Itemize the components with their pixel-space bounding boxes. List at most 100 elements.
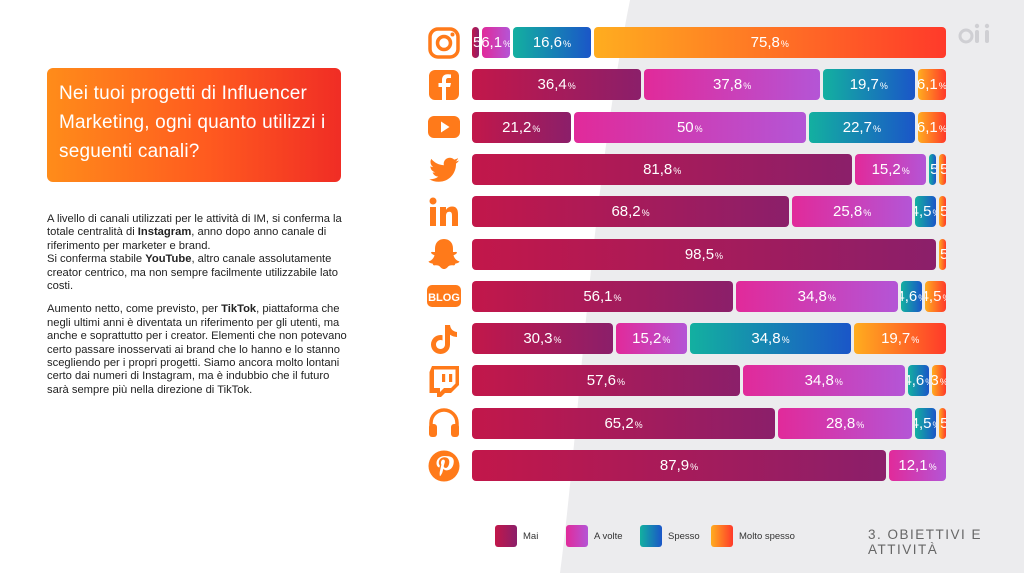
paragraph-1: A livello di canali utilizzati per le at…	[47, 213, 342, 293]
bar-youtube-spesso: 22,7%	[809, 111, 915, 143]
bar-twitch-a-volte: 34,8%	[742, 365, 905, 397]
bar-tiktok-spesso: 34,8%	[689, 323, 852, 355]
snapchat-icon	[426, 236, 462, 272]
data-label: 1,5%	[929, 160, 937, 178]
data-label: 15,2%	[871, 160, 910, 178]
bar-youtube-mai: 21,2%	[472, 111, 571, 143]
data-label: 50%	[676, 118, 703, 136]
bar-blog-spesso: 4,6%	[900, 280, 923, 312]
bar-youtube-a-volte: 50%	[573, 111, 807, 143]
legend-swatch	[495, 525, 517, 547]
legend-label: A volte	[594, 530, 623, 542]
bar-twitter-spesso: 1,5%	[929, 153, 937, 185]
legend-label: Spesso	[668, 530, 700, 542]
bar-tiktok-mai: 30,3%	[472, 323, 613, 355]
data-label: 34,8%	[797, 287, 836, 305]
facebook-icon	[426, 67, 462, 103]
bar-snapchat-molto-spesso: 1,5%	[938, 238, 946, 270]
data-label: 19,7%	[881, 330, 920, 348]
instagram-icon	[426, 25, 462, 61]
data-label: 6,1%	[917, 76, 946, 94]
podcast-icon	[426, 405, 462, 441]
svg-text:BLOG: BLOG	[428, 292, 460, 304]
linkedin-icon	[426, 194, 462, 230]
bar-podcast-mai: 65,2%	[472, 407, 776, 439]
data-label: 4,5%	[915, 203, 936, 221]
data-label: 15,2%	[632, 330, 671, 348]
youtube-icon	[426, 109, 462, 145]
legend-swatch	[566, 525, 588, 547]
bar-blog-a-volte: 34,8%	[735, 280, 898, 312]
bar-linkedin-spesso: 4,5%	[915, 196, 937, 228]
legend-label: Mai	[523, 530, 539, 542]
data-label: 57,6%	[586, 372, 626, 390]
bar-linkedin-a-volte: 25,8%	[792, 196, 913, 228]
bar-snapchat-mai: 98,5%	[472, 238, 936, 270]
data-label: 98,5%	[684, 245, 724, 263]
data-label: 68,2%	[611, 203, 650, 221]
data-label: 19,7%	[849, 76, 888, 94]
legend-item-a-volte: A volte	[566, 524, 623, 548]
data-label: 34,8%	[804, 372, 843, 390]
data-label: 16,6%	[532, 34, 572, 51]
data-label: 56,1%	[583, 287, 622, 305]
title-box: Nei tuoi progetti di Influencer Marketin…	[47, 68, 341, 182]
data-label: 81,8%	[643, 160, 682, 178]
bar-tiktok-molto-spesso: 19,7%	[854, 323, 946, 355]
bar-instagram-mai: 1,5%	[472, 27, 479, 58]
data-label: 36,4%	[537, 76, 576, 94]
data-label: 65,2%	[604, 414, 643, 432]
data-label: 6,1%	[917, 118, 946, 136]
bar-facebook-a-volte: 37,8%	[644, 69, 821, 101]
legend-swatch	[711, 525, 733, 547]
data-label: 4,6%	[908, 372, 929, 390]
data-label: 34,8%	[751, 330, 790, 348]
paragraph-2: Aumento netto, come previsto, per TikTok…	[47, 303, 347, 396]
bar-facebook-mai: 36,4%	[472, 69, 642, 101]
tiktok-icon	[426, 321, 462, 357]
data-label: 1,5%	[939, 203, 946, 221]
data-label: 87,9%	[659, 457, 699, 474]
legend-item-spesso: Spesso	[640, 524, 700, 548]
bar-blog-mai: 56,1%	[472, 280, 733, 312]
twitch-icon	[426, 363, 462, 399]
page-title: Nei tuoi progetti di Influencer Marketin…	[59, 83, 326, 162]
data-label: 30,3%	[523, 330, 562, 348]
bar-facebook-spesso: 19,7%	[823, 69, 915, 101]
data-label: 1,5%	[472, 34, 479, 51]
bar-facebook-molto-spesso: 6,1%	[917, 69, 946, 101]
blog-icon: BLOG	[426, 278, 462, 314]
data-label: 4,5%	[915, 414, 936, 432]
pinterest-icon	[426, 448, 462, 484]
legend-swatch	[640, 525, 662, 547]
data-label: 1,5%	[939, 414, 946, 432]
bar-instagram-molto-spesso: 75,8%	[593, 27, 946, 58]
legend-item-molto-spesso: Molto spesso	[711, 524, 795, 548]
bar-blog-molto-spesso: 4,5%	[925, 280, 946, 312]
legend-label: Molto spesso	[739, 530, 795, 542]
body-text: A livello di canali utilizzati per le at…	[47, 213, 347, 407]
bar-podcast-a-volte: 28,8%	[778, 407, 913, 439]
data-label: 37,8%	[713, 76, 752, 94]
bar-youtube-molto-spesso: 6,1%	[917, 111, 946, 143]
bar-instagram-a-volte: 6,1%	[481, 27, 511, 58]
data-label: 6,1%	[481, 34, 511, 51]
data-label: 1,5%	[939, 160, 946, 178]
bar-twitter-molto-spesso: 1,5%	[939, 153, 946, 185]
bar-twitch-mai: 57,6%	[472, 365, 740, 397]
brand-logo	[958, 23, 990, 44]
data-label: 22,7%	[842, 118, 881, 136]
data-label: 21,2%	[502, 118, 541, 136]
legend-item-mai: Mai	[495, 524, 538, 548]
data-label: 25,8%	[833, 203, 872, 221]
bar-instagram-spesso: 16,6%	[513, 27, 591, 58]
bar-twitter-a-volte: 15,2%	[855, 153, 927, 185]
data-label: 4,5%	[925, 287, 946, 305]
bar-pinterest-a-volte: 12,1%	[889, 450, 946, 481]
bar-podcast-molto-spesso: 1,5%	[939, 407, 946, 439]
data-label: 75,8%	[750, 34, 789, 51]
bar-twitter-mai: 81,8%	[472, 153, 853, 185]
data-label: 1,5%	[939, 245, 946, 263]
data-label: 4,6%	[901, 287, 922, 305]
bar-podcast-spesso: 4,5%	[915, 407, 937, 439]
